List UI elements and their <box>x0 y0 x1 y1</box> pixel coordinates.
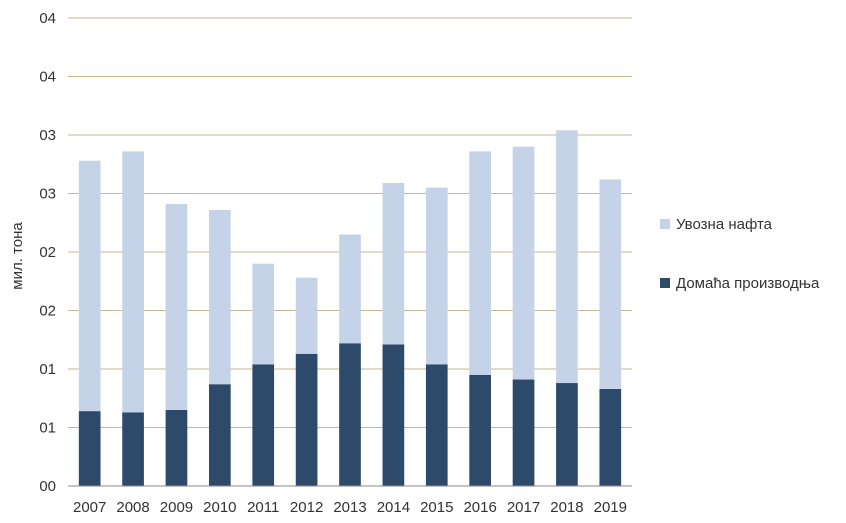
bar-segment-domestic <box>339 343 361 486</box>
bar-segment-domestic <box>122 412 144 486</box>
bar-segment-domestic <box>469 374 491 486</box>
bar-segment-imported <box>425 187 448 365</box>
legend-label: Домаћа производња <box>676 275 820 292</box>
y-tick-label: 03 <box>39 127 56 144</box>
x-tick-label: 2011 <box>247 499 279 516</box>
x-tick-label: 2018 <box>550 499 583 516</box>
x-tick-label: 2016 <box>463 499 496 516</box>
bar-segment-domestic <box>556 383 578 486</box>
axes: 00 01 01 02 02 03 03 04 04 2007 2008 2009 2010 2011 20… <box>39 10 632 516</box>
bar-segment-imported <box>382 182 405 345</box>
x-tick-label: 2007 <box>73 499 106 516</box>
legend: Увозна нафта Домаћа производња <box>660 216 820 292</box>
y-tick-label: 04 <box>39 10 56 27</box>
bar-segment-imported <box>122 151 144 413</box>
bar-segment-domestic <box>252 364 275 486</box>
bar-segment-domestic <box>295 353 318 486</box>
bar-segment-domestic <box>512 379 535 486</box>
bar-segment-imported <box>252 263 275 365</box>
x-tick-label: 2019 <box>594 499 627 516</box>
y-tick-label: 03 <box>39 186 56 203</box>
bar-segment-imported <box>599 179 622 389</box>
bar-segment-domestic <box>382 344 405 486</box>
legend-swatch <box>660 219 670 229</box>
bar-segment-domestic <box>165 409 188 486</box>
x-tick-label: 2013 <box>333 499 366 516</box>
bar-segment-imported <box>165 204 188 410</box>
y-tick-label: 04 <box>39 69 56 86</box>
bar-segment-imported <box>556 130 578 384</box>
y-tick-label: 00 <box>39 478 56 495</box>
bar-segment-imported <box>512 146 535 380</box>
bar-segment-domestic <box>209 384 231 486</box>
bar-segment-imported <box>339 234 361 344</box>
y-tick-label: 01 <box>39 361 56 378</box>
x-tick-label: 2017 <box>507 499 540 516</box>
bar-segment-imported <box>209 209 231 385</box>
bar-segment-imported <box>295 277 318 354</box>
y-tick-label: 01 <box>39 420 56 437</box>
y-tick-label: 02 <box>39 244 56 261</box>
x-tick-label: 2012 <box>290 499 323 516</box>
x-tick-label: 2010 <box>203 499 236 516</box>
bar-segment-imported <box>78 160 101 412</box>
bar-segment-domestic <box>599 388 622 486</box>
x-tick-label: 2009 <box>160 499 193 516</box>
bar-segment-domestic <box>425 364 448 486</box>
bar-segment-domestic <box>78 411 101 486</box>
x-tick-label: 2008 <box>116 499 149 516</box>
y-tick-label: 02 <box>39 303 56 320</box>
x-tick-label: 2014 <box>377 499 410 516</box>
bars <box>78 130 622 486</box>
legend-label: Увозна нафта <box>676 216 773 233</box>
y-axis-label: мил. тона <box>9 222 26 290</box>
x-tick-label: 2015 <box>420 499 453 516</box>
legend-swatch <box>660 278 670 288</box>
bar-segment-imported <box>469 151 491 375</box>
